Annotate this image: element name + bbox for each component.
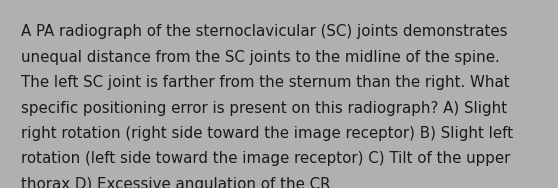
Text: unequal distance from the SC joints to the midline of the spine.: unequal distance from the SC joints to t… xyxy=(21,50,500,65)
Text: specific positioning error is present on this radiograph? A) Slight: specific positioning error is present on… xyxy=(21,101,507,116)
Text: The left SC joint is farther from the sternum than the right. What: The left SC joint is farther from the st… xyxy=(21,75,510,90)
Text: thorax D) Excessive angulation of the CR: thorax D) Excessive angulation of the CR xyxy=(21,177,331,188)
Text: right rotation (right side toward the image receptor) B) Slight left: right rotation (right side toward the im… xyxy=(21,126,513,141)
Text: A PA radiograph of the sternoclavicular (SC) joints demonstrates: A PA radiograph of the sternoclavicular … xyxy=(21,24,508,39)
Text: rotation (left side toward the image receptor) C) Tilt of the upper: rotation (left side toward the image rec… xyxy=(21,151,511,166)
